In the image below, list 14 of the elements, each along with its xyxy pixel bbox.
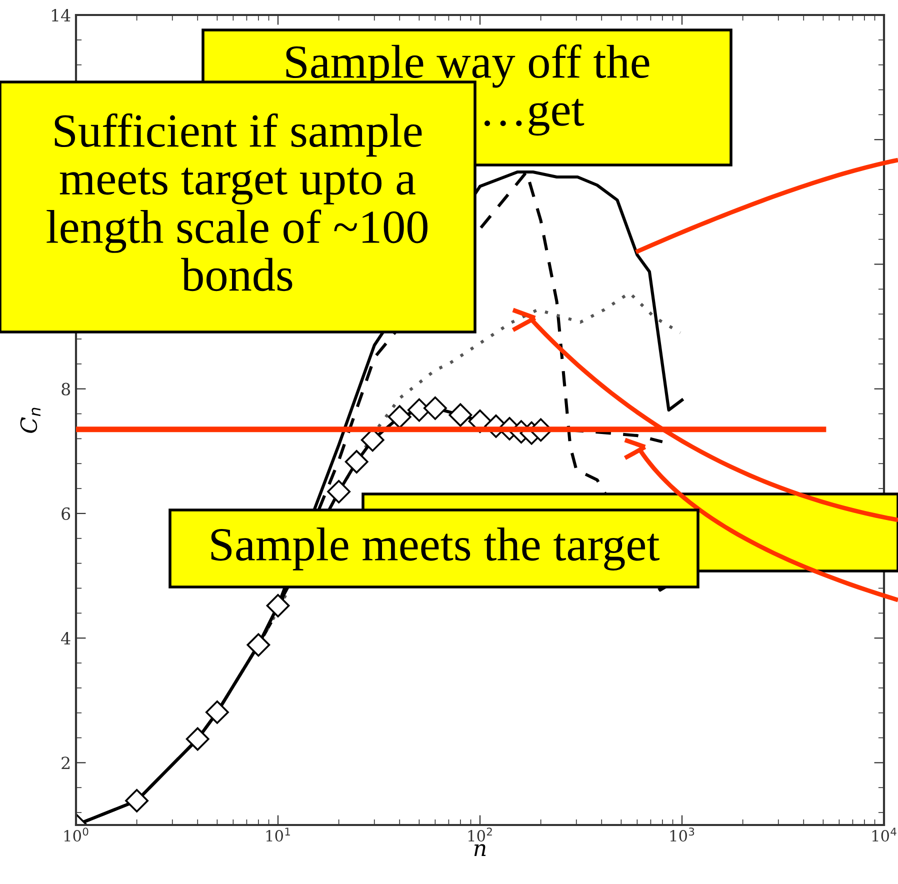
x-tick-label: 10$^{0}$ <box>64 828 88 842</box>
annotation: Sample meets the target <box>211 528 660 570</box>
x-tick-label: 10$^{4}$ <box>872 828 896 842</box>
y-axis-title: C$_{n}$ <box>20 408 40 433</box>
y-tick-label: 6 <box>62 507 70 520</box>
x-tick-label: 10$^{3}$ <box>670 828 694 842</box>
y-tick-label: 14 <box>52 8 70 22</box>
x-axis-title: n <box>474 844 486 856</box>
x-tick-label: 10$^{2}$ <box>468 828 492 842</box>
annotation: Sufficient if sample meets target upto a length scale of ~100 bonds <box>46 113 428 292</box>
y-tick-label: 2 <box>62 756 70 770</box>
x-tick-label: 10$^{1}$ <box>266 828 290 842</box>
y-tick-label: 4 <box>61 632 70 644</box>
y-tick-label: 8 <box>62 382 70 396</box>
